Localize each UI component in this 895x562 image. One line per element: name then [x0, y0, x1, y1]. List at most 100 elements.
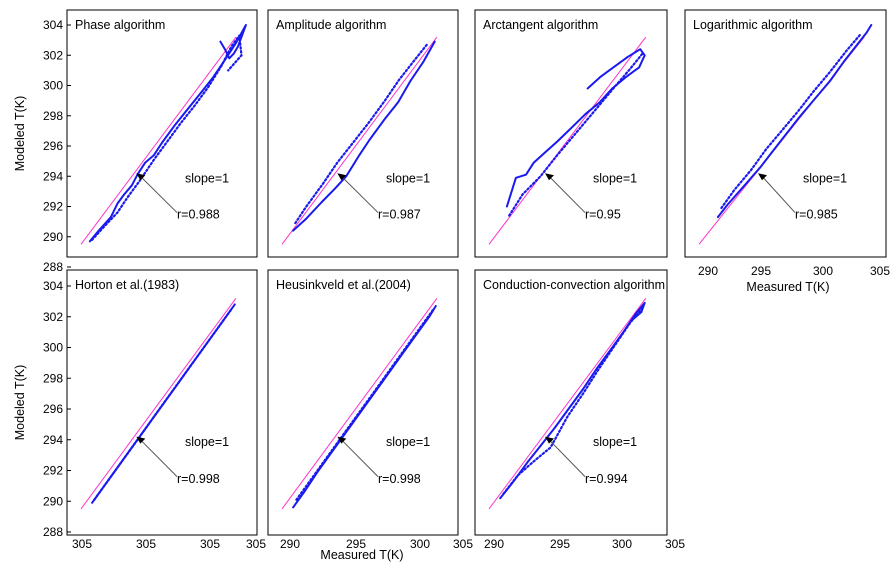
r-annotation: r=0.998	[378, 472, 421, 486]
x-tick-label: 300	[813, 264, 833, 278]
annotation-arrow-head	[758, 173, 767, 181]
y-tick-label: 304	[43, 18, 63, 32]
y-tick-label: 300	[43, 341, 63, 355]
x-tick-label: 295	[550, 537, 570, 551]
panel-frame	[66, 269, 258, 536]
y-tick-label: 296	[43, 139, 63, 153]
modeled-series-dotted	[93, 308, 233, 501]
panel-3: Arctangent algorithm slope=1 r=0.95	[474, 9, 668, 258]
modeled-series-solid	[88, 24, 247, 243]
modeled-series-solid	[292, 40, 436, 232]
y-tick-label: 290	[43, 230, 63, 244]
modeled-series-dotted	[295, 308, 435, 501]
y-axis-label: Modeled T(K)	[13, 365, 27, 441]
annotation-arrow-line	[548, 439, 586, 477]
x-tick-label: 300	[410, 537, 430, 551]
annotation-arrow-head	[545, 436, 554, 444]
annotation-arrow-line	[761, 175, 796, 213]
y-tick-label: 290	[43, 494, 63, 508]
r-annotation: r=0.95	[585, 208, 621, 222]
modeled-series-dotted	[90, 34, 243, 241]
x-tick-label: 305	[453, 537, 473, 551]
slope-line	[488, 36, 647, 245]
annotation-arrow-line	[340, 175, 379, 213]
r-annotation: r=0.988	[177, 208, 220, 222]
slope-line	[80, 36, 237, 245]
x-axis-label: Measured T(K)	[746, 280, 829, 294]
slope-annotation: slope=1	[803, 171, 847, 185]
r-annotation: r=0.987	[378, 208, 421, 222]
slope-line	[488, 298, 647, 510]
panel-title: Conduction-convection algorithm	[483, 278, 665, 292]
x-tick-label: 305	[72, 537, 92, 551]
y-tick-label: 302	[43, 310, 63, 324]
panel-1: 288 290 292 294 296 298 300 302 304 Modeled T(K) P…	[13, 9, 258, 274]
y-tick-label: 292	[43, 464, 63, 478]
x-tick-label: 295	[346, 537, 366, 551]
panel-title: Heusinkveld et al.(2004)	[276, 278, 411, 292]
modeled-series-dotted	[720, 32, 862, 210]
panel-title: Logarithmic algorithm	[693, 18, 813, 32]
r-annotation: r=0.994	[585, 472, 628, 486]
annotation-arrow-head	[136, 173, 146, 181]
panel-frame	[267, 269, 459, 536]
y-tick-label: 296	[43, 402, 63, 416]
panel-4: 290 295 300 305 Measured T(K) Logarithmic alg…	[684, 9, 890, 294]
slope-annotation: slope=1	[593, 171, 637, 185]
slope-annotation: slope=1	[185, 171, 229, 185]
panel-title: Amplitude algorithm	[276, 18, 386, 32]
panel-5: 288 290 292 294 296 298 300 302 304 Modeled T(K) 3…	[13, 269, 266, 551]
y-tick-label: 288	[43, 525, 63, 539]
r-annotation: r=0.985	[795, 208, 838, 222]
panel-7: 290 295 300 305 Conduction-convection algori…	[474, 269, 685, 551]
y-tick-label: 302	[43, 48, 63, 62]
y-tick-label: 288	[43, 260, 63, 274]
modeled-series-solid	[505, 48, 646, 208]
x-tick-label: 305	[870, 264, 890, 278]
modeled-series-dotted	[294, 41, 430, 225]
annotation-arrow-line	[139, 175, 178, 213]
y-tick-label: 304	[43, 279, 63, 293]
annotation-arrow-line	[139, 439, 178, 478]
r-annotation: r=0.998	[177, 472, 220, 486]
annotation-arrow-head	[136, 436, 146, 444]
modeled-series-solid	[716, 24, 873, 219]
annotation-arrow-line	[548, 175, 586, 213]
y-axis-label: Modeled T(K)	[13, 96, 27, 172]
x-tick-label: 305	[246, 537, 266, 551]
slope-line	[80, 298, 237, 510]
slope-annotation: slope=1	[593, 435, 637, 449]
panel-title: Arctangent algorithm	[483, 18, 598, 32]
y-tick-label: 298	[43, 371, 63, 385]
modeled-series-solid	[499, 301, 646, 500]
panel-title: Phase algorithm	[75, 18, 165, 32]
y-tick-label: 300	[43, 79, 63, 93]
annotation-arrow-head	[545, 173, 554, 181]
x-tick-label: 290	[698, 264, 718, 278]
annotation-arrow-head	[337, 173, 347, 181]
x-axis-label: Measured T(K)	[320, 548, 403, 562]
modeled-series-dotted	[508, 52, 644, 217]
slope-line	[281, 36, 438, 245]
x-tick-label: 305	[136, 537, 156, 551]
slope-annotation: slope=1	[185, 435, 229, 449]
slope-line	[281, 298, 438, 510]
x-tick-label: 305	[665, 537, 685, 551]
x-tick-label: 300	[612, 537, 632, 551]
y-tick-label: 294	[43, 433, 63, 447]
y-tick-label: 292	[43, 200, 63, 214]
panel-6: 290 295 300 305 Measured T(K) Heusinkveld et …	[267, 269, 473, 562]
y-tick-label: 294	[43, 169, 63, 183]
x-tick-label: 290	[280, 537, 300, 551]
y-tick-label: 298	[43, 109, 63, 123]
annotation-arrow-head	[337, 436, 347, 444]
slope-annotation: slope=1	[386, 435, 430, 449]
panel-2: Amplitude algorithm slope=1 r=0.987	[267, 9, 459, 258]
annotation-arrow-line	[340, 439, 379, 478]
x-tick-label: 305	[200, 537, 220, 551]
x-tick-label: 290	[484, 537, 504, 551]
panel-title: Horton et al.(1983)	[75, 278, 179, 292]
x-tick-label: 295	[751, 264, 771, 278]
modeled-series-dotted	[502, 304, 645, 495]
